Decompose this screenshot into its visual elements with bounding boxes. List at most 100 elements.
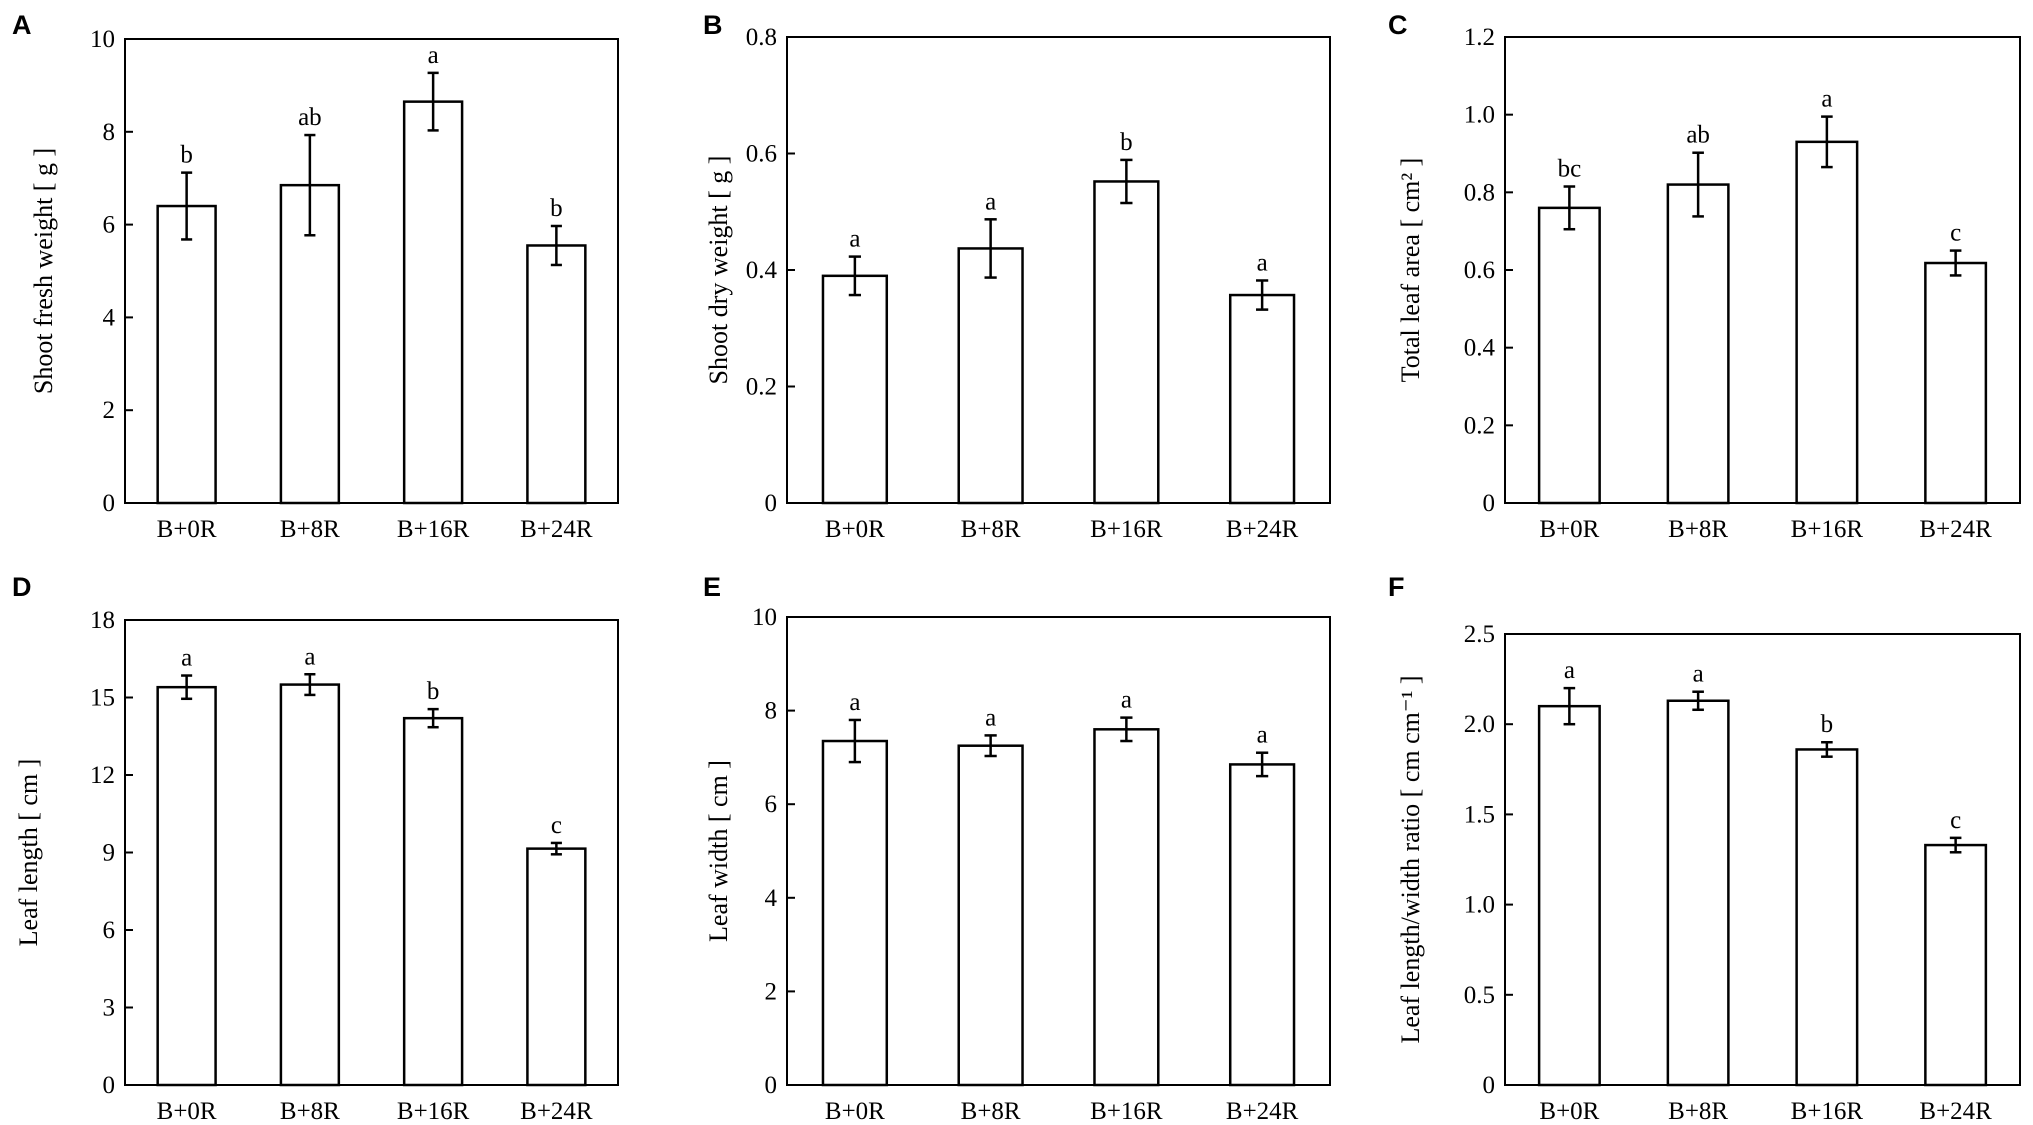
x-category-label: B+24R [1919, 1098, 1992, 1125]
y-tick-label: 2 [103, 397, 116, 424]
y-tick-label: 6 [765, 791, 778, 818]
x-category-label: B+0R [825, 516, 885, 543]
y-tick-label: 0 [103, 490, 116, 517]
y-tick-label: 1.5 [1464, 801, 1495, 828]
bar [1924, 261, 1988, 505]
y-tick-label: 10 [752, 604, 777, 631]
bar [1924, 843, 1988, 1087]
x-category-label: B+8R [961, 516, 1021, 543]
significance-label: ab [298, 104, 322, 131]
bar [1666, 699, 1730, 1087]
significance-label: a [1121, 687, 1132, 714]
bar [279, 683, 341, 1087]
y-tick-label: 0.4 [746, 257, 778, 284]
x-category-label: B+16R [1791, 1098, 1864, 1125]
bar [402, 716, 464, 1087]
significance-label: b [1120, 129, 1133, 156]
y-tick-label: 2 [765, 978, 778, 1005]
bar [526, 244, 587, 505]
significance-label: bc [1558, 156, 1582, 183]
x-category-label: B+8R [961, 1098, 1021, 1125]
chart-panel-f: F 0 0.5 1.0 1.5 2.0 2.5 Leaf length/width ratio… [1388, 572, 2021, 1125]
x-category-label: B+0R [157, 1098, 217, 1125]
y-axis-title: Shoot dry weight [ g ] [704, 156, 733, 385]
significance-label: a [849, 689, 860, 716]
bar [957, 744, 1024, 1087]
bar [156, 685, 217, 1087]
chart-panel-b: B 0 0.2 0.4 0.6 0.8 Shoot dry weight [ g ] a B+0… [703, 10, 1331, 543]
y-tick-label: 8 [103, 119, 116, 146]
y-tick-label: 0.5 [1464, 982, 1495, 1009]
x-category-label: B+8R [1668, 1098, 1728, 1125]
significance-label: a [428, 42, 439, 69]
x-category-label: B+0R [1539, 516, 1599, 543]
bar [279, 183, 341, 505]
bar [1093, 180, 1160, 505]
significance-label: a [304, 643, 315, 670]
y-tick-label: 18 [90, 607, 115, 634]
y-tick-label: 2.5 [1464, 621, 1495, 648]
chart-panel-d: D 0 3 6 9 12 15 18 Leaf length [ cm ] a B+0R a B+8R b… [12, 572, 619, 1125]
significance-label: c [1950, 807, 1961, 834]
bar [1537, 206, 1601, 505]
plot-frame [786, 616, 1331, 1086]
y-tick-label: 0.4 [1464, 335, 1496, 362]
significance-label: a [1821, 86, 1832, 113]
x-category-label: B+24R [520, 1098, 593, 1125]
x-category-label: B+8R [280, 1098, 340, 1125]
significance-label: ab [1686, 122, 1710, 149]
bar [821, 274, 889, 505]
bar [1795, 748, 1859, 1087]
y-tick-label: 1.0 [1464, 102, 1495, 129]
significance-label: b [427, 678, 440, 705]
y-tick-label: 0 [765, 490, 778, 517]
y-tick-label: 0 [103, 1072, 116, 1099]
bar [957, 247, 1024, 505]
panel-letter: B [703, 10, 723, 40]
y-tick-label: 9 [103, 840, 116, 867]
y-tick-label: 12 [90, 762, 115, 789]
bar [1666, 183, 1730, 505]
y-axis-title: Shoot fresh weight [ g ] [29, 148, 58, 394]
bar [1537, 704, 1601, 1087]
panel-letter: C [1388, 10, 1408, 40]
y-tick-label: 1.0 [1464, 892, 1495, 919]
x-category-label: B+16R [1791, 516, 1864, 543]
chart-panel-c: C 0 0.2 0.4 0.6 0.8 1.0 1.2 Total leaf area [ cm… [1388, 10, 2021, 543]
y-tick-label: 0.2 [1464, 412, 1495, 439]
y-tick-label: 0.6 [1464, 257, 1495, 284]
significance-label: a [849, 226, 860, 253]
x-category-label: B+0R [1539, 1098, 1599, 1125]
panel-letter: D [12, 572, 32, 602]
bar [526, 847, 587, 1087]
y-tick-label: 4 [765, 885, 778, 912]
x-category-label: B+8R [280, 516, 340, 543]
significance-label: a [181, 645, 192, 672]
significance-label: c [551, 812, 562, 839]
y-tick-label: 0.8 [746, 24, 777, 51]
x-category-label: B+16R [1090, 516, 1163, 543]
y-tick-label: 0 [1483, 490, 1496, 517]
bar [1795, 140, 1859, 505]
significance-label: a [1564, 657, 1575, 684]
significance-label: c [1950, 220, 1961, 247]
significance-label: b [1821, 711, 1834, 738]
y-tick-label: 0 [765, 1072, 778, 1099]
x-category-label: B+16R [397, 1098, 470, 1125]
x-category-label: B+16R [397, 516, 470, 543]
significance-label: b [180, 142, 193, 169]
x-category-label: B+16R [1090, 1098, 1163, 1125]
y-tick-label: 15 [90, 685, 115, 712]
significance-label: a [1693, 661, 1704, 688]
significance-label: a [1257, 722, 1268, 749]
x-category-label: B+24R [1226, 516, 1299, 543]
bar [821, 739, 889, 1087]
y-tick-label: 8 [765, 698, 778, 725]
significance-label: a [1257, 249, 1268, 276]
plot-frame [1504, 633, 2021, 1086]
x-category-label: B+24R [1919, 516, 1992, 543]
panel-letter: E [703, 572, 721, 602]
chart-panel-e: E 0 2 4 6 8 10 Leaf width [ cm ] a B+0R a B+8R a B+16… [703, 572, 1331, 1125]
